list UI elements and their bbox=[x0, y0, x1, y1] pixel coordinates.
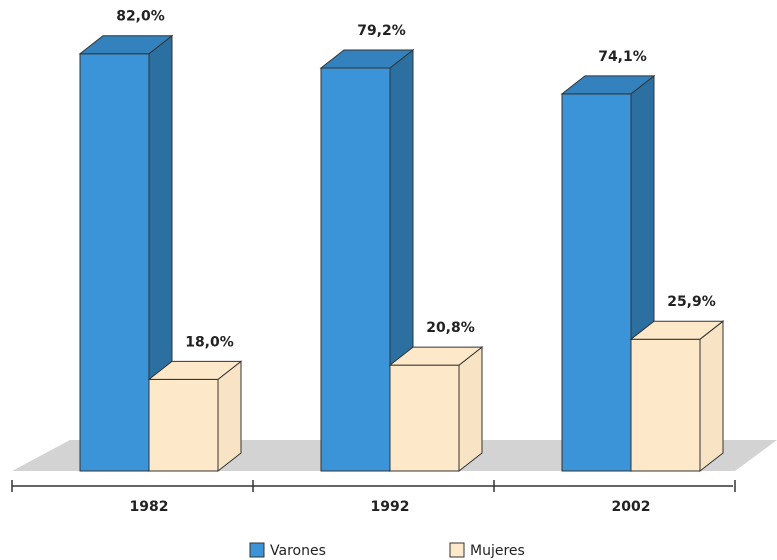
data-label: 25,9% bbox=[667, 294, 716, 310]
legend-label: Varones bbox=[270, 543, 326, 559]
bar bbox=[147, 360, 243, 473]
bar-front bbox=[561, 93, 632, 472]
legend-label: Mujeres bbox=[470, 543, 525, 559]
bar-top bbox=[319, 49, 415, 69]
bar-front bbox=[148, 378, 219, 472]
data-label: 82,0% bbox=[116, 9, 165, 25]
bar-top bbox=[560, 75, 656, 95]
bar-top bbox=[78, 35, 174, 55]
x-tick-label: 1992 bbox=[371, 499, 410, 515]
bar-front bbox=[79, 53, 150, 472]
data-label: 79,2% bbox=[357, 23, 406, 39]
bar bbox=[319, 48, 415, 473]
data-label: 20,8% bbox=[426, 320, 475, 336]
x-tick-label: 2002 bbox=[612, 499, 651, 515]
bar-side bbox=[458, 346, 483, 473]
bar-front bbox=[320, 67, 391, 472]
data-label: 18,0% bbox=[185, 334, 234, 350]
bar-top bbox=[147, 360, 243, 380]
bar bbox=[629, 320, 725, 473]
bar-front bbox=[389, 364, 460, 472]
legend-swatch bbox=[249, 542, 265, 558]
data-label: 74,1% bbox=[598, 49, 647, 65]
bar-front bbox=[630, 338, 701, 472]
bar-top bbox=[388, 346, 484, 366]
bar-top bbox=[629, 320, 725, 340]
legend-swatch bbox=[449, 542, 465, 558]
bar bbox=[78, 34, 174, 473]
x-tick-label: 1982 bbox=[130, 499, 169, 515]
bar-side bbox=[699, 320, 724, 473]
bar-side bbox=[217, 360, 242, 473]
bar bbox=[388, 346, 484, 473]
